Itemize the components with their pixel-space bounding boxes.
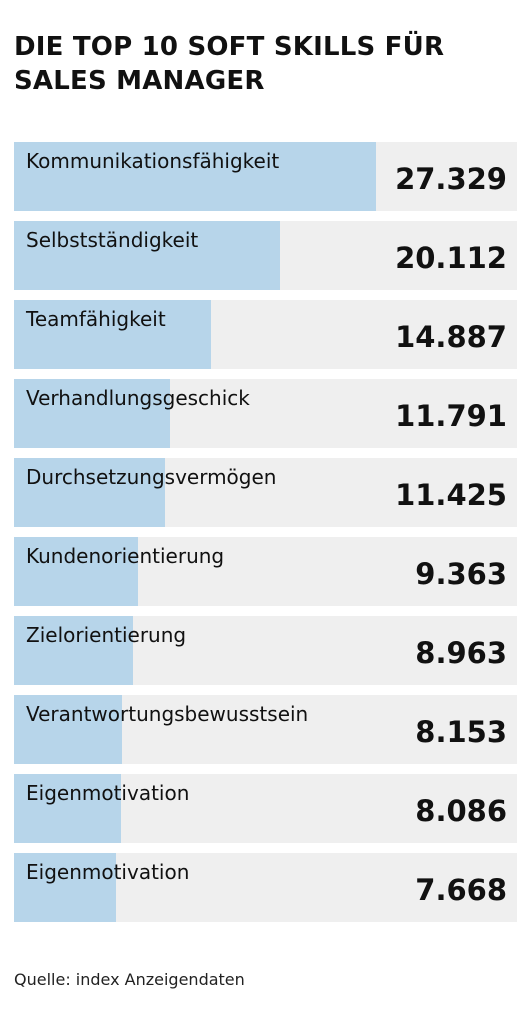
chart-title: DIE TOP 10 SOFT SKILLS FÜR SALES MANAGER [14,32,445,96]
category-label: Kundenorientierung [26,544,225,568]
bar-row: Selbstständigkeit 20.112 [14,221,517,290]
bar [14,379,170,448]
value-label: 27.329 [395,162,507,196]
bar-row: Teamfähigkeit 14.887 [14,300,517,369]
bar-row: Durchsetzungsvermögen 11.425 [14,458,517,527]
bar-row: Eigenmotivation 8.086 [14,774,517,843]
bar [14,616,133,685]
category-label: Eigenmotivation [26,781,190,805]
bar [14,458,165,527]
value-label: 8.153 [415,715,507,749]
bar [14,695,122,764]
value-label: 7.668 [415,873,507,907]
value-label: 8.086 [415,794,507,828]
bar-row: Kommunikationsfähigkeit 27.329 [14,142,517,211]
bar-row: Kundenorientierung 9.363 [14,537,517,606]
bar-row: Zielorientierung 8.963 [14,616,517,685]
category-label: Kommunikationsfähigkeit [26,149,280,173]
category-label: Teamfähigkeit [26,307,166,331]
value-label: 11.791 [395,399,507,433]
category-label: Selbstständigkeit [26,228,199,252]
category-label: Verantwortungsbewusstsein [26,702,309,726]
value-label: 14.887 [395,320,507,354]
bar [14,537,138,606]
category-label: Eigenmotivation [26,860,190,884]
bar [14,300,211,369]
bar-chart: Kommunikationsfähigkeit 27.329 Selbstständ… [14,142,517,932]
bar [14,142,376,211]
bar [14,221,280,290]
bar-row: Eigenmotivation 7.668 [14,853,517,922]
category-label: Verhandlungsgeschick [26,386,250,410]
value-label: 11.425 [395,478,507,512]
source-note: Quelle: index Anzeigendaten [14,970,245,989]
category-label: Durchsetzungsvermögen [26,465,277,489]
value-label: 9.363 [415,557,507,591]
value-label: 8.963 [415,636,507,670]
bar-row: Verantwortungsbewusstsein 8.153 [14,695,517,764]
bar [14,774,121,843]
category-label: Zielorientierung [26,623,187,647]
bar [14,853,116,922]
bar-row: Verhandlungsgeschick 11.791 [14,379,517,448]
value-label: 20.112 [395,241,507,275]
